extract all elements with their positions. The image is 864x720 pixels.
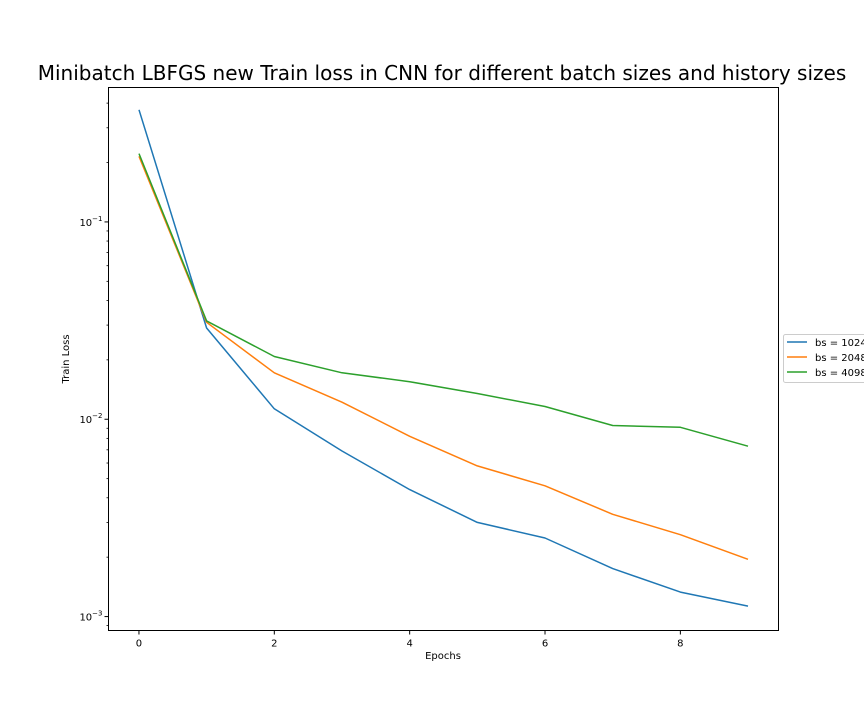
y-axis: 10−110−210−3 (79, 103, 108, 625)
y-tick-base: 10 (79, 218, 92, 229)
y-tick-exponent: −3 (92, 610, 102, 618)
chart-title: Minibatch LBFGS new Train loss in CNN fo… (38, 61, 847, 85)
x-tick-label: 4 (406, 639, 412, 650)
legend: bs = 1024 bs = 2048 bs = 4098 (784, 335, 864, 383)
x-tick-label: 2 (271, 639, 277, 650)
x-axis-label: Epochs (425, 651, 461, 662)
plot-frame (109, 88, 779, 631)
y-tick-label: 10−3 (79, 610, 102, 624)
x-tick-label: 0 (136, 639, 142, 650)
y-tick-base: 10 (79, 415, 92, 426)
series-line-3 (139, 154, 748, 447)
y-tick-exponent: −2 (92, 412, 102, 420)
legend-label: bs = 2048 (815, 353, 864, 364)
legend-label: bs = 1024 (815, 338, 864, 349)
series-line-2 (139, 156, 748, 559)
series-line-1 (139, 110, 748, 606)
y-tick-label: 10−2 (79, 412, 102, 426)
y-tick-label: 10−1 (79, 215, 102, 229)
y-tick-base: 10 (79, 613, 92, 624)
x-tick-label: 6 (542, 639, 548, 650)
y-tick-exponent: −1 (92, 215, 102, 223)
x-axis: 0 2 4 6 8 (136, 631, 684, 650)
series-lines (139, 110, 748, 606)
y-axis-label: Train Loss (61, 334, 72, 384)
legend-label: bs = 4098 (815, 368, 864, 379)
x-tick-label: 8 (677, 639, 683, 650)
